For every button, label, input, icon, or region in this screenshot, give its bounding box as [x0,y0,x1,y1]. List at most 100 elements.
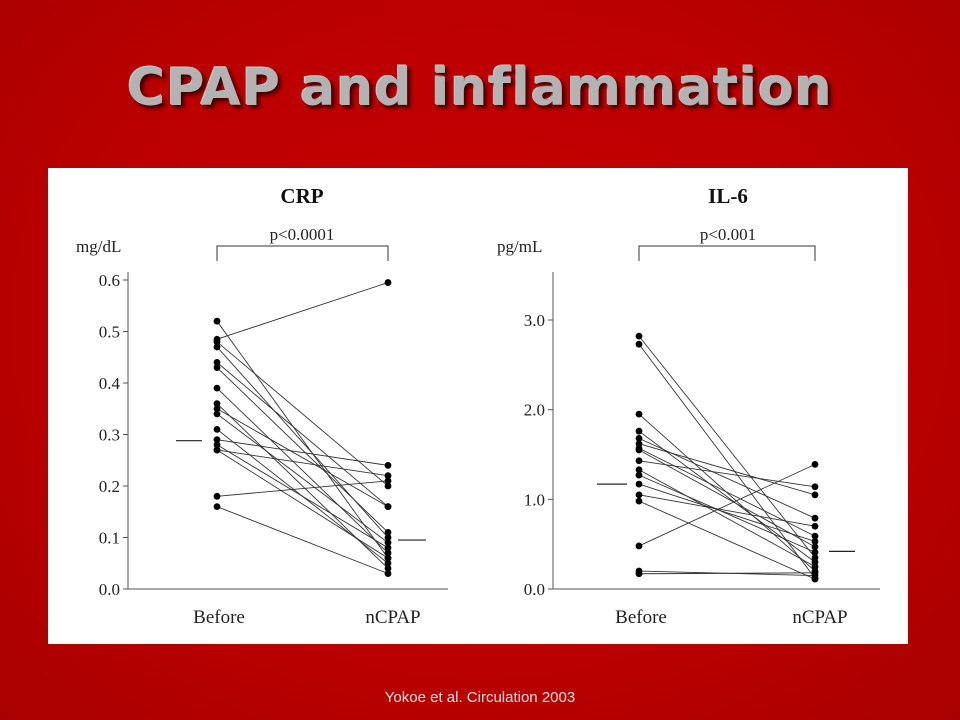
before-point [635,457,643,465]
significance-bracket [638,245,816,261]
x-category-label: Before [193,607,245,628]
subject-line [638,437,816,519]
before-point [635,410,643,418]
subject-line [638,449,816,548]
before-point [213,343,221,351]
subject-line [216,282,389,340]
ncpap-point [384,549,392,557]
subject-line [216,506,389,574]
subject-line [216,346,389,538]
subject-line [638,474,816,553]
y-tick-label: 0.0 [524,580,545,599]
subject-line [638,483,816,542]
ncpap-point [811,514,819,522]
subject-line [216,413,389,544]
x-category-label: nCPAP [365,607,420,628]
before-point [635,497,643,505]
before-point [213,492,221,500]
y-tick-label: 0.3 [99,426,120,445]
subject-line [216,449,389,559]
before-point [635,471,643,479]
before-point [213,405,221,413]
subject-line [216,362,389,507]
before-point [635,340,643,348]
ncpap-point [384,472,392,480]
citation: Yokoe et al. Circulation 2003 [384,689,576,706]
before-point [213,364,221,371]
y-axis-unit: mg/dL [76,237,121,256]
significance-bracket [216,245,389,261]
ncpap-point [811,543,819,551]
ncpap-point [811,532,819,540]
before-point [213,359,221,366]
subject-line [638,460,816,488]
before-point [635,480,643,488]
x-category-label: Before [615,607,667,628]
before-point [635,491,643,499]
figure-panel: CRP mg/dL 0.0 0.1 0.2 0.3 0.4 0.5 0.6 Before nCPAP… [48,168,908,644]
ncpap-point [384,565,392,572]
subject-line [216,320,389,559]
before-point [213,436,221,444]
figure-svg: CRP mg/dL 0.0 0.1 0.2 0.3 0.4 0.5 0.6 Before nCPAP… [76,184,880,628]
p-value-label: p<0.0001 [270,225,335,244]
ncpap-point [384,503,392,510]
y-tick-label: 0.5 [99,323,120,342]
ncpap-point [384,462,392,469]
ncpap-point [811,522,819,530]
slide-title: CPAP and inflammation [127,58,833,118]
ncpap-point [811,548,819,556]
subject-line [638,335,816,558]
before-point [213,503,221,510]
ncpap-point [811,538,819,545]
ncpap-point [384,477,392,485]
y-tick-label: 0.2 [99,477,120,496]
subject-line [216,444,389,549]
before-point [213,446,221,454]
y-tick-label: 1.0 [524,490,545,509]
y-tick-label: 0.0 [99,580,120,599]
subject-line [216,408,389,507]
ncpap-point [384,528,392,536]
subject-line [638,572,816,575]
before-point [213,400,221,407]
y-tick-label: 0.1 [99,529,120,548]
ncpap-point [811,569,819,577]
y-tick-label: 0.6 [99,271,120,290]
ncpap-point [811,491,819,499]
subject-line [638,430,816,563]
subject-line [216,480,389,497]
before-point [213,317,221,325]
subject-line [216,387,389,554]
subject-line [638,469,816,567]
before-point [635,332,643,340]
before-point [213,410,221,418]
chart-il-6: IL-6 pg/mL 0.0 1.0 2.0 3.0 Before nCPAP p<0.001 [497,184,880,628]
y-axis-unit: pg/mL [497,237,542,256]
chart-crp: CRP mg/dL 0.0 0.1 0.2 0.3 0.4 0.5 0.6 Before nCPAP… [76,184,448,628]
subject-line [638,443,816,496]
ncpap-point [384,534,392,541]
ncpap-point [384,570,392,577]
y-tick-label: 3.0 [524,311,545,330]
before-point [213,425,221,433]
before-point [635,570,643,578]
ncpap-point [384,559,392,567]
ncpap-point [384,544,392,552]
p-value-label: p<0.001 [700,225,756,244]
before-point [213,338,221,346]
chart-title: IL-6 [708,184,748,208]
subject-line [216,341,389,487]
ncpap-point [384,539,392,547]
ncpap-point [384,554,392,562]
ncpap-point [384,279,392,286]
subject-line [216,449,389,477]
chart-title: CRP [280,184,323,208]
ncpap-point [811,483,819,491]
before-point [213,441,221,449]
y-tick-label: 2.0 [524,401,545,420]
ncpap-point [811,460,819,468]
subject-line [216,367,389,533]
subject-line [638,494,816,527]
subject-line [216,439,389,466]
